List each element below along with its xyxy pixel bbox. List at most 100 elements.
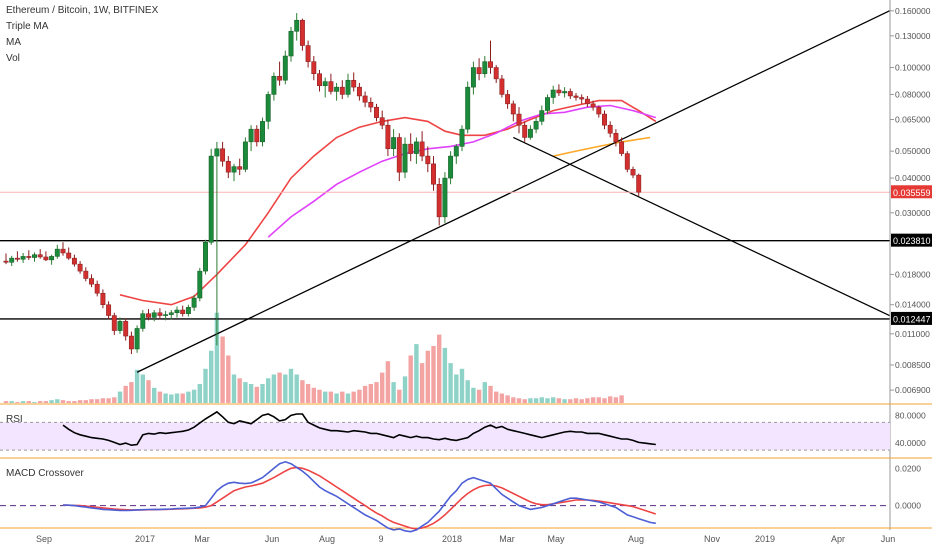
candle-body[interactable] <box>584 98 590 105</box>
candle-body[interactable] <box>459 128 465 147</box>
candle-body[interactable] <box>322 81 328 86</box>
candle-body[interactable] <box>550 89 556 98</box>
candle-body[interactable] <box>106 304 112 316</box>
candle-body[interactable] <box>482 61 488 74</box>
candle-body[interactable] <box>419 141 425 157</box>
candle-body[interactable] <box>89 278 94 285</box>
indicator-triple-ma[interactable]: Triple MA <box>6 21 49 32</box>
candle-body[interactable] <box>20 256 26 260</box>
candle-body[interactable] <box>470 67 476 88</box>
candle-body[interactable] <box>180 309 186 314</box>
candle-body[interactable] <box>208 155 214 243</box>
candle-body[interactable] <box>305 45 311 62</box>
candle-body[interactable] <box>590 103 596 108</box>
candle-body[interactable] <box>396 137 402 173</box>
candle-body[interactable] <box>567 91 573 97</box>
candle-body[interactable] <box>242 141 248 170</box>
candle-body[interactable] <box>168 312 174 315</box>
candle-body[interactable] <box>448 155 454 179</box>
candle-body[interactable] <box>140 313 146 329</box>
candle-body[interactable] <box>197 270 203 299</box>
indicator-vol[interactable]: Vol <box>6 53 20 64</box>
candle-body[interactable] <box>351 79 357 88</box>
trendline[interactable] <box>513 136 890 317</box>
candle-body[interactable] <box>54 248 60 257</box>
candle-body[interactable] <box>408 143 414 154</box>
candle-body[interactable] <box>539 110 545 122</box>
candle-body[interactable] <box>425 155 431 165</box>
candle-body[interactable] <box>436 184 442 218</box>
candle-body[interactable] <box>522 124 528 138</box>
candle-body[interactable] <box>157 312 163 316</box>
candle-body[interactable] <box>248 128 254 143</box>
candle-body[interactable] <box>602 113 607 126</box>
candle-body[interactable] <box>237 166 243 170</box>
candle-body[interactable] <box>26 256 32 258</box>
candle-body[interactable] <box>385 124 391 150</box>
candle-body[interactable] <box>579 97 585 100</box>
candle-body[interactable] <box>43 256 49 261</box>
candle-body[interactable] <box>317 73 322 86</box>
candle-body[interactable] <box>231 166 237 173</box>
candle-body[interactable] <box>499 78 505 95</box>
rsi-line[interactable] <box>62 410 656 447</box>
candle-body[interactable] <box>607 124 613 134</box>
candle-body[interactable] <box>37 254 43 258</box>
macd-line[interactable] <box>62 460 656 533</box>
candle-body[interactable] <box>345 79 351 95</box>
candle-body[interactable] <box>117 321 123 331</box>
candle-body[interactable] <box>476 67 482 74</box>
candle-body[interactable] <box>505 94 511 105</box>
candle-body[interactable] <box>277 76 283 81</box>
candle-body[interactable] <box>14 257 20 260</box>
trendline[interactable] <box>136 10 890 373</box>
candle-body[interactable] <box>339 86 345 95</box>
candle-body[interactable] <box>214 148 220 157</box>
candle-body[interactable] <box>111 315 117 331</box>
candle-body[interactable] <box>123 321 129 337</box>
candle-body[interactable] <box>431 163 436 185</box>
candle-body[interactable] <box>493 67 499 80</box>
candle-body[interactable] <box>391 137 397 150</box>
candle-body[interactable] <box>260 121 265 143</box>
candle-body[interactable] <box>545 97 550 111</box>
candle-body[interactable] <box>151 312 157 318</box>
candle-body[interactable] <box>134 328 140 350</box>
candle-body[interactable] <box>596 106 602 115</box>
candle-body[interactable] <box>488 61 493 68</box>
candle-body[interactable] <box>288 31 294 57</box>
candle-body[interactable] <box>271 76 277 95</box>
rsi-panel-label[interactable]: RSI <box>6 414 23 425</box>
candle-body[interactable] <box>71 257 77 265</box>
candle-body[interactable] <box>32 254 37 258</box>
candle-body[interactable] <box>282 55 288 81</box>
candle-body[interactable] <box>556 89 562 94</box>
candle-body[interactable] <box>3 260 9 263</box>
candle-body[interactable] <box>77 263 83 272</box>
candle-body[interactable] <box>379 117 385 126</box>
macd-panel-label[interactable]: MACD Crossover <box>6 468 84 479</box>
candle-body[interactable] <box>465 86 471 130</box>
candle-body[interactable] <box>619 141 625 154</box>
candle-body[interactable] <box>220 148 226 162</box>
candle-body[interactable] <box>163 314 169 316</box>
candle-body[interactable] <box>374 106 379 118</box>
candle-body[interactable] <box>191 297 197 308</box>
candle-body[interactable] <box>174 309 180 313</box>
candle-body[interactable] <box>402 143 408 173</box>
candle-body[interactable] <box>413 141 419 154</box>
candle-body[interactable] <box>516 113 522 126</box>
candle-body[interactable] <box>510 103 516 115</box>
candle-body[interactable] <box>624 153 630 170</box>
candle-body[interactable] <box>66 252 72 259</box>
candle-body[interactable] <box>328 81 334 92</box>
candle-body[interactable] <box>573 95 579 98</box>
candle-body[interactable] <box>630 169 636 176</box>
candle-body[interactable] <box>311 61 317 74</box>
candle-body[interactable] <box>453 146 459 157</box>
candle-body[interactable] <box>60 248 66 254</box>
candle-body[interactable] <box>225 160 231 173</box>
candle-body[interactable] <box>299 19 305 46</box>
candle-body[interactable] <box>442 177 448 218</box>
